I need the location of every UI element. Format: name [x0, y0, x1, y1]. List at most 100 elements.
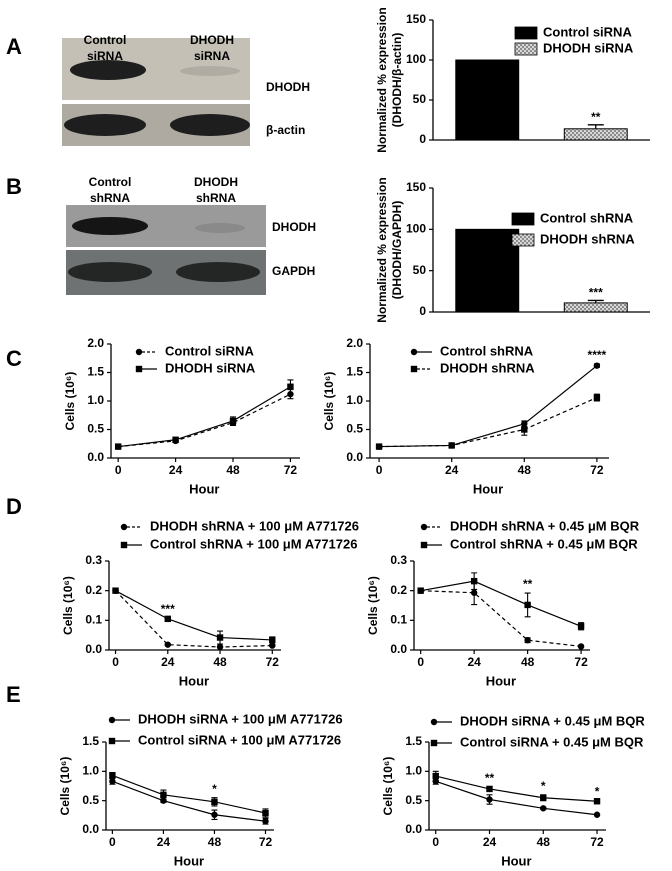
x-tick-label: 24: [445, 463, 459, 477]
series-line: [379, 397, 598, 448]
chart: 0.0 0.5 1.0 1.5 0 24 48 72 Hour Cells (10⁶) DHODH …: [381, 713, 645, 868]
x-tick-label: 0: [112, 655, 119, 669]
chart: 0 50 100 150 Normalized % expression (DHODH/β…: [375, 7, 650, 153]
y-tick-label: 0.1: [390, 613, 407, 627]
x-tick-label: 24: [483, 835, 497, 849]
y-tick-label: 1.0: [87, 393, 104, 407]
marker: [593, 811, 601, 818]
chart: 0.0 0.5 1.0 1.5 2.0 0 24 48 72 Hour Cells (10⁶) Con…: [63, 336, 300, 496]
y-tick-label: 0.2: [390, 583, 407, 597]
lane-label: shRNA: [90, 191, 130, 205]
blot-b: [66, 205, 266, 295]
annotation: ***: [589, 286, 603, 300]
legend-label: DHODH shRNA + 100 μM A771726: [150, 518, 359, 533]
marker: [216, 643, 224, 651]
x-axis-label: Hour: [486, 673, 516, 688]
marker: [430, 718, 438, 726]
marker: [160, 791, 167, 798]
bar: [563, 128, 628, 141]
marker: [109, 778, 116, 785]
marker: [448, 442, 455, 449]
band: [72, 217, 148, 235]
marker: [120, 523, 128, 531]
y-tick-label: 0.3: [390, 553, 407, 567]
y-axis-label: Cells (10⁶): [61, 576, 75, 635]
legend-label: Control shRNA: [540, 210, 634, 225]
x-tick-label: 0: [417, 655, 424, 669]
annotation: **: [591, 110, 601, 124]
annotation: **: [485, 771, 495, 785]
marker: [540, 805, 547, 812]
marker: [577, 623, 585, 630]
marker: [486, 796, 493, 803]
y-tick-label: 1.0: [405, 764, 422, 778]
legend-label: DHODH shRNA: [440, 360, 535, 375]
marker: [112, 587, 119, 594]
marker: [135, 365, 143, 373]
marker: [430, 739, 438, 747]
y-axis-label: Cells (10⁶): [322, 372, 336, 431]
x-axis-label: Hour: [174, 853, 204, 868]
blot-a: [62, 38, 250, 146]
x-tick-label: 0: [432, 835, 439, 849]
marker: [432, 772, 439, 780]
bar: [455, 59, 520, 141]
y-tick-label: 0.2: [85, 583, 102, 597]
annotation: **: [523, 577, 533, 591]
panel-label: E: [6, 682, 21, 707]
y-axis-label: Cells (10⁶): [381, 757, 395, 816]
y-tick-label: 0.0: [82, 822, 99, 836]
row-label: β-actin: [266, 123, 305, 137]
chart: 0.0 0.1 0.2 0.3 0 24 48 72 Hour Cells (10⁶) DHODH …: [366, 518, 640, 688]
y-tick-label: 1.0: [346, 393, 363, 407]
series-line: [112, 774, 266, 814]
row-label: DHODH: [272, 220, 316, 234]
x-axis-label: Hour: [501, 853, 531, 868]
marker: [432, 778, 439, 785]
x-tick-label: 72: [590, 463, 604, 477]
x-tick-label: 0: [109, 835, 116, 849]
y-tick-label: 0.5: [346, 422, 363, 436]
annotation: ***: [161, 602, 175, 616]
legend-label: Control shRNA: [440, 343, 534, 358]
y-tick-label: 100: [406, 52, 426, 66]
series-line: [112, 780, 266, 822]
x-axis-label: Hour: [473, 481, 503, 496]
annotation: *: [541, 779, 546, 793]
marker: [540, 794, 547, 801]
legend-label: Control shRNA + 100 μM A771726: [150, 536, 357, 551]
legend-label: Control siRNA: [543, 24, 632, 39]
y-axis-label: Normalized % expression: [375, 177, 389, 322]
lane-label: shRNA: [196, 191, 236, 205]
legend-label: DHODH shRNA + 0.45 μM BQR: [450, 518, 640, 533]
x-axis-label: Hour: [179, 673, 209, 688]
y-axis-label: (DHODH/β-actin): [390, 33, 404, 128]
row-label: GAPDH: [272, 264, 315, 278]
series-line: [115, 590, 273, 648]
marker: [410, 365, 418, 373]
x-tick-label: 48: [518, 463, 532, 477]
band: [180, 66, 240, 76]
marker: [135, 348, 143, 356]
marker: [216, 634, 224, 641]
y-tick-label: 1.5: [87, 365, 104, 379]
band: [68, 262, 152, 282]
series-line: [118, 386, 291, 448]
y-tick-label: 1.5: [82, 734, 99, 748]
annotation: *: [212, 782, 217, 796]
marker: [486, 785, 493, 793]
legend-label: DHODH shRNA: [540, 231, 635, 246]
y-tick-label: 0: [419, 304, 426, 318]
row-label: DHODH: [266, 80, 310, 94]
y-tick-label: 0.5: [87, 422, 104, 436]
marker: [593, 362, 601, 369]
y-axis-label: Cells (10⁶): [63, 372, 77, 431]
panel-label: D: [6, 494, 22, 519]
legend-label: DHODH siRNA: [543, 40, 634, 55]
series-line: [435, 780, 598, 816]
marker: [262, 818, 269, 825]
x-tick-label: 24: [169, 463, 183, 477]
y-tick-label: 0.3: [85, 553, 102, 567]
error-bar: [587, 124, 604, 129]
series-line: [435, 775, 598, 802]
